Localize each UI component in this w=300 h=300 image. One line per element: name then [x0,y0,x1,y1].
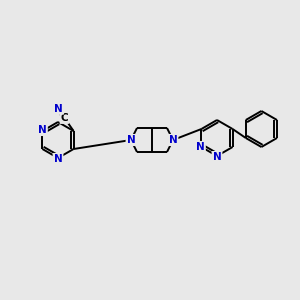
Text: N: N [54,154,62,164]
Text: C: C [61,113,68,123]
Text: N: N [213,152,221,162]
Text: N: N [127,135,135,145]
Text: N: N [38,125,47,135]
Text: N: N [54,104,63,114]
Text: N: N [169,135,177,145]
Text: N: N [196,142,205,152]
